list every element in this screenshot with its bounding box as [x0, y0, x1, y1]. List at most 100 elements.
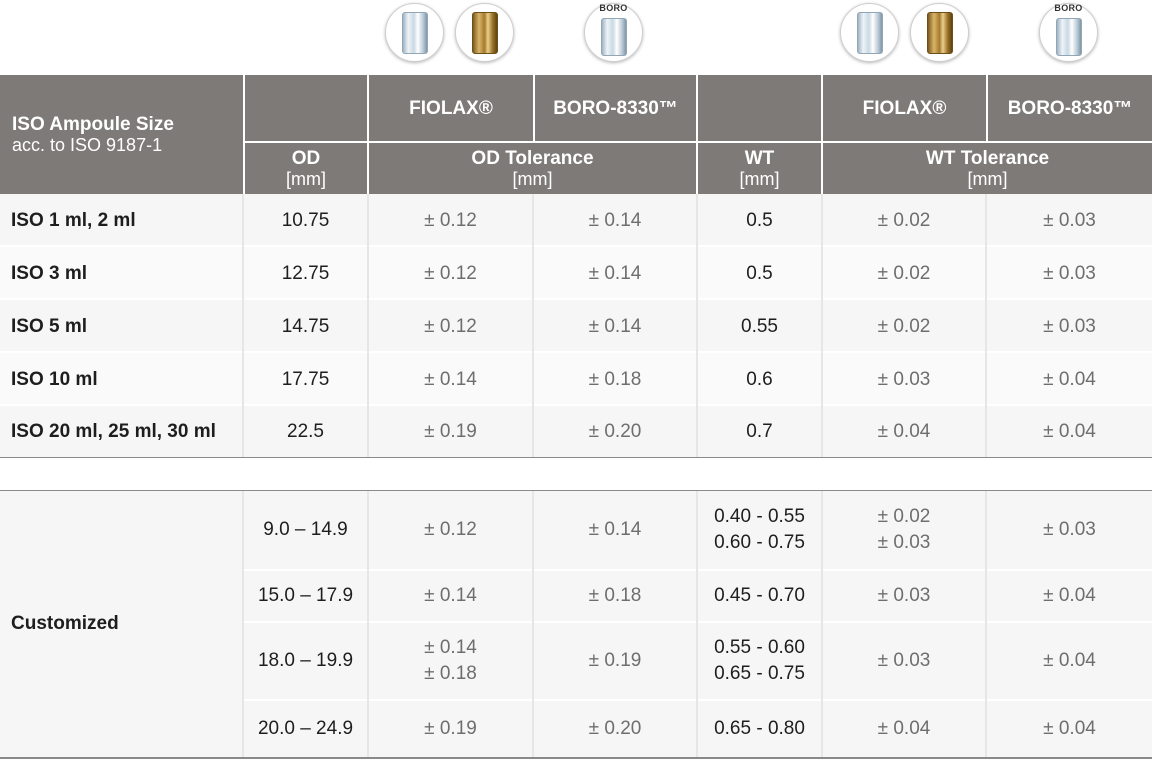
- od-boro-cell: ± 0.14: [588, 262, 642, 284]
- od-unit: [mm]: [286, 169, 326, 189]
- wt-cell: 0.5: [746, 262, 773, 284]
- boro-tag: BORO: [1054, 3, 1083, 13]
- custom-od-fiolax-cell: ± 0.14: [424, 585, 477, 606]
- custom-od-boro-cell: ± 0.18: [588, 585, 642, 606]
- custom-wt-cell: 0.45 - 0.70: [714, 585, 805, 606]
- custom-wt-fiolax-cell: ± 0.03: [877, 585, 931, 606]
- wt-fiolax-cell: ± 0.04: [877, 420, 931, 442]
- wt-tolerance: ± 0.03: [877, 532, 931, 553]
- wt-fiolax-cell: ± 0.03: [877, 368, 931, 390]
- wt-fiolax-cell: ± 0.02: [877, 209, 931, 231]
- table-row-size: ISO 5 ml: [11, 315, 88, 337]
- wt-tolerance: ± 0.02: [877, 506, 931, 527]
- wt-header: WT [mm]: [698, 143, 821, 194]
- wt-range: 0.65 - 0.75: [714, 663, 805, 684]
- wt-range: 0.40 - 0.55: [714, 506, 805, 527]
- wt-cell: 0.6: [746, 368, 773, 390]
- wt-tolerance-header: WT Tolerance [mm]: [823, 143, 1152, 194]
- wt-boro-cell: ± 0.04: [1043, 420, 1096, 442]
- wt-boro-cell: ± 0.03: [1043, 209, 1096, 231]
- custom-wt-boro-cell: ± 0.03: [1043, 519, 1096, 540]
- wt-boro-cell: ± 0.03: [1043, 315, 1096, 337]
- tolerance-table: ISO Ampoule Size acc. to ISO 9187-1 FIOL…: [0, 75, 1152, 759]
- od-tolerance-label: OD Tolerance: [471, 148, 594, 169]
- wt-cell: 0.55: [741, 315, 778, 337]
- amber-glass-tube-icon: [455, 3, 514, 62]
- od-cell: 17.75: [281, 368, 330, 390]
- custom-od-cell: 9.0 – 14.9: [263, 519, 348, 540]
- wt-cell: 0.5: [746, 209, 773, 231]
- wt-range: 0.60 - 0.75: [714, 532, 805, 553]
- od-cell: 14.75: [281, 315, 330, 337]
- wt-cell: 0.7: [746, 420, 773, 442]
- fiolax-label: FIOLAX®: [409, 97, 493, 119]
- custom-od-fiolax-cell: ± 0.19: [424, 718, 477, 739]
- boro-label: BORO-8330™: [1007, 97, 1133, 119]
- custom-wt-fiolax-cell: ± 0.02 ± 0.03: [823, 491, 985, 569]
- custom-od-boro-cell: ± 0.14: [588, 519, 642, 540]
- wt-boro-cell: ± 0.04: [1043, 368, 1096, 390]
- customized-label: Customized: [11, 613, 119, 634]
- boro-label: BORO-8330™: [553, 97, 678, 119]
- size-subtitle: acc. to ISO 9187-1: [12, 135, 163, 155]
- wt-boro-header: BORO-8330™: [988, 75, 1152, 141]
- spacer-row: [0, 457, 1152, 491]
- wt-tolerance-unit: [mm]: [967, 169, 1008, 189]
- od-tolerance: ± 0.14: [424, 637, 477, 658]
- od-boro-cell: ± 0.18: [588, 368, 642, 390]
- table-row-size: ISO 10 ml: [11, 368, 98, 390]
- wt-unit: [mm]: [739, 169, 780, 189]
- od-cell: 22.5: [287, 420, 324, 442]
- wt-tolerance-label: WT Tolerance: [925, 148, 1050, 169]
- wt-range: 0.55 - 0.60: [714, 637, 805, 658]
- od-label: OD: [291, 148, 321, 169]
- table-row-size: ISO 3 ml: [11, 262, 88, 284]
- custom-wt-boro-cell: ± 0.04: [1043, 718, 1096, 739]
- od-fiolax-cell: ± 0.19: [424, 420, 477, 442]
- clear-glass-tube-icon: [385, 3, 444, 62]
- od-tolerance-unit: [mm]: [512, 169, 553, 189]
- custom-od-boro-cell: ± 0.19: [588, 650, 642, 671]
- od-fiolax-cell: ± 0.12: [424, 262, 477, 284]
- custom-wt-fiolax-cell: ± 0.04: [877, 718, 931, 739]
- custom-wt-boro-cell: ± 0.04: [1043, 650, 1096, 671]
- custom-wt-cell: 0.65 - 0.80: [714, 718, 805, 739]
- size-title: ISO Ampoule Size: [12, 114, 174, 135]
- amber-glass-tube-icon: [910, 3, 969, 62]
- od-boro-cell: ± 0.20: [588, 420, 642, 442]
- custom-od-cell: 18.0 – 19.9: [257, 650, 354, 671]
- custom-od-fiolax-cell: ± 0.12: [424, 519, 477, 540]
- custom-od-fiolax-cell: ± 0.14 ± 0.18: [369, 623, 532, 699]
- od-boro-cell: ± 0.14: [588, 209, 642, 231]
- od-fiolax-cell: ± 0.12: [424, 209, 477, 231]
- od-fiolax-header: FIOLAX®: [369, 75, 533, 141]
- od-cell: 10.75: [281, 209, 330, 231]
- custom-od-boro-cell: ± 0.20: [588, 718, 642, 739]
- glass-type-icons: BORO BORO: [0, 0, 1152, 75]
- custom-wt-fiolax-cell: ± 0.03: [877, 650, 931, 671]
- od-tolerance: ± 0.18: [424, 663, 477, 684]
- wt-label: WT: [744, 148, 775, 169]
- table-row-size: ISO 1 ml, 2 ml: [11, 209, 136, 231]
- wt-boro-cell: ± 0.03: [1043, 262, 1096, 284]
- od-boro-cell: ± 0.14: [588, 315, 642, 337]
- od-cell: 12.75: [281, 262, 330, 284]
- fiolax-label: FIOLAX®: [862, 97, 947, 119]
- custom-od-cell: 15.0 – 17.9: [257, 585, 354, 606]
- custom-wt-boro-cell: ± 0.04: [1043, 585, 1096, 606]
- custom-wt-cell: 0.40 - 0.55 0.60 - 0.75: [698, 491, 821, 569]
- boro-glass-tube-icon: BORO: [1039, 3, 1098, 62]
- boro-tag: BORO: [599, 3, 628, 13]
- wt-fiolax-cell: ± 0.02: [877, 262, 931, 284]
- clear-glass-tube-icon: [840, 3, 899, 62]
- wt-fiolax-header: FIOLAX®: [823, 75, 986, 141]
- custom-od-cell: 20.0 – 24.9: [257, 718, 354, 739]
- table-row-size: ISO 20 ml, 25 ml, 30 ml: [11, 420, 216, 442]
- od-boro-header: BORO-8330™: [535, 75, 696, 141]
- od-fiolax-cell: ± 0.12: [424, 315, 477, 337]
- size-column-header: ISO Ampoule Size acc. to ISO 9187-1: [0, 75, 243, 194]
- od-tolerance-header: OD Tolerance [mm]: [369, 143, 696, 194]
- custom-wt-cell: 0.55 - 0.60 0.65 - 0.75: [698, 623, 821, 699]
- od-header: OD [mm]: [245, 143, 367, 194]
- od-fiolax-cell: ± 0.14: [424, 368, 477, 390]
